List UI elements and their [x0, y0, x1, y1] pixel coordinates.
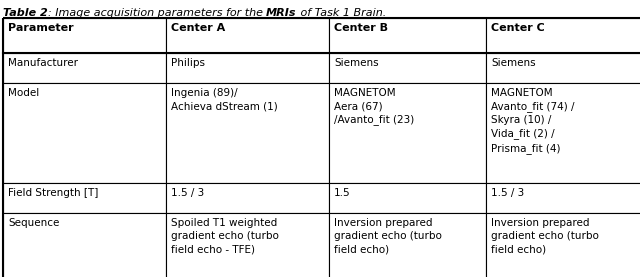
Text: MAGNETOM
Avanto_fit (74) /
Skyra (10) /
Vida_fit (2) /
Prisma_fit (4): MAGNETOM Avanto_fit (74) / Skyra (10) / … [491, 88, 575, 153]
Bar [166, 183, 329, 213]
Text: 1.5 / 3: 1.5 / 3 [491, 188, 524, 198]
Text: Sequence: Sequence [8, 218, 60, 228]
Bar [3, 213, 166, 277]
Text: Ingenia (89)/
Achieva dStream (1): Ingenia (89)/ Achieva dStream (1) [171, 88, 278, 111]
Text: 1.5 / 3: 1.5 / 3 [171, 188, 204, 198]
Text: : Image acquisition parameters for the: : Image acquisition parameters for the [48, 8, 266, 18]
Text: of Task 1 Brain.: of Task 1 Brain. [297, 8, 386, 18]
Bar [166, 213, 329, 277]
Bar [486, 183, 640, 213]
Text: MAGNETOM
Aera (67)
/Avanto_fit (23): MAGNETOM Aera (67) /Avanto_fit (23) [334, 88, 414, 125]
Bar [329, 18, 486, 53]
Bar [3, 53, 166, 83]
Bar [3, 83, 166, 183]
Text: Inversion prepared
gradient echo (turbo
field echo): Inversion prepared gradient echo (turbo … [491, 218, 599, 254]
Bar [486, 18, 640, 53]
Text: MRIs: MRIs [266, 8, 297, 18]
Text: Spoiled T1 weighted
gradient echo (turbo
field echo - TFE): Spoiled T1 weighted gradient echo (turbo… [171, 218, 279, 254]
Text: Model: Model [8, 88, 39, 98]
Text: Siemens: Siemens [334, 58, 379, 68]
Text: Center A: Center A [171, 23, 225, 33]
Text: Table 2: Table 2 [3, 8, 48, 18]
Text: Field Strength [T]: Field Strength [T] [8, 188, 99, 198]
Text: Manufacturer: Manufacturer [8, 58, 78, 68]
Text: Parameter: Parameter [8, 23, 74, 33]
Text: Siemens: Siemens [491, 58, 536, 68]
Bar [486, 53, 640, 83]
Bar [166, 53, 329, 83]
Bar [329, 83, 486, 183]
Text: Center B: Center B [334, 23, 388, 33]
Bar [486, 83, 640, 183]
Text: Philips: Philips [171, 58, 205, 68]
Bar [329, 183, 486, 213]
Text: 1.5: 1.5 [334, 188, 351, 198]
Bar [166, 83, 329, 183]
Bar [329, 213, 486, 277]
Text: Center C: Center C [491, 23, 545, 33]
Bar [329, 53, 486, 83]
Bar [166, 18, 329, 53]
Bar [486, 213, 640, 277]
Bar [3, 18, 166, 53]
Text: Inversion prepared
gradient echo (turbo
field echo): Inversion prepared gradient echo (turbo … [334, 218, 442, 254]
Bar [3, 183, 166, 213]
